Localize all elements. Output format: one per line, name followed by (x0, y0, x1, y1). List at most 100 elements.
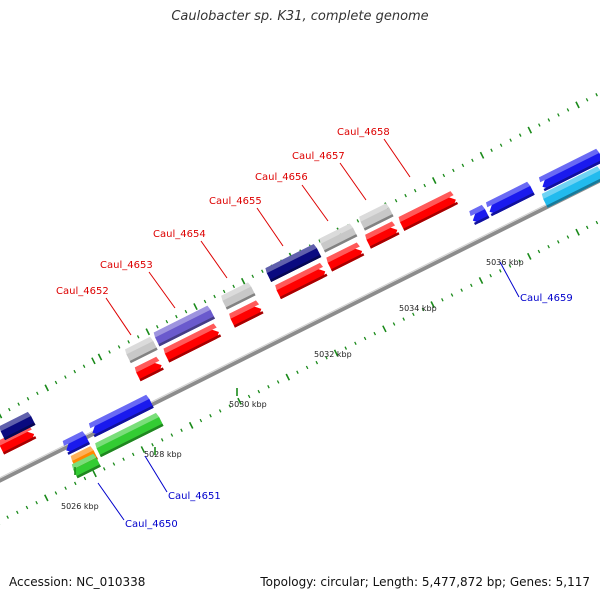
gene-gray-4654[interactable] (220, 282, 256, 310)
outer-tick-minor (209, 414, 212, 418)
outer-tick-minor (460, 288, 463, 292)
gene-label[interactable]: Caul_4659 (520, 293, 573, 304)
gene-label[interactable]: Caul_4657 (292, 151, 345, 162)
outer-tick-minor (344, 346, 348, 350)
scale-label: 5028 kbp (144, 450, 182, 459)
inner-tick-upper-minor (318, 239, 321, 243)
inner-tick-upper-minor (557, 113, 560, 117)
inner-tick-upper-major (97, 353, 103, 361)
outer-tick-major (44, 494, 49, 502)
gene-blue-4659[interactable] (485, 181, 535, 217)
gene-red-4658[interactable] (398, 191, 459, 231)
gene-red-4654[interactable] (228, 300, 264, 328)
inner-tick-left-minor (73, 369, 77, 374)
inner-tick-upper-major (240, 277, 246, 285)
inner-tick-upper-minor (136, 335, 140, 339)
gene-gray-4656[interactable] (318, 223, 358, 253)
gene-label[interactable]: Caul_4652 (56, 286, 109, 297)
outer-tick-minor (566, 235, 570, 239)
inner-tick-upper-minor (232, 284, 236, 289)
gene-leader-line (200, 240, 228, 279)
gene-navy-left[interactable] (0, 411, 36, 441)
gene-red-4652[interactable] (134, 356, 164, 382)
inner-tick-left-minor (54, 380, 58, 385)
inner-tick-left-major (0, 413, 3, 419)
gene-red-4653[interactable] (163, 323, 222, 363)
scale-label: 5026 kbp (61, 502, 99, 511)
inner-tick-upper-minor (547, 118, 551, 122)
inner-tick-upper-major (145, 328, 151, 336)
inner-tick-upper-minor (585, 98, 589, 102)
gene-leader-line (97, 482, 125, 521)
gene-blue-small[interactable] (468, 204, 490, 226)
gene-green-small[interactable] (71, 453, 101, 479)
outer-tick-minor (585, 225, 589, 230)
gene-blue-4650[interactable] (62, 431, 90, 455)
inner-tick-upper-minor (442, 173, 446, 178)
gene-navy-4655[interactable] (264, 243, 322, 282)
outer-tick-minor (325, 356, 328, 360)
inner-tick-upper-minor (251, 274, 255, 279)
inner-tick-upper-minor (261, 269, 264, 273)
outer-tick-minor (421, 307, 425, 312)
outer-tick-major (237, 397, 242, 405)
inner-tick-upper-minor (461, 163, 465, 168)
gene-leader-line (383, 138, 411, 178)
outer-tick-major (430, 301, 435, 309)
scale-label: 5036 kbp (486, 258, 524, 267)
gene-gray-4657[interactable] (358, 203, 394, 231)
gene-label[interactable]: Caul_4655 (209, 196, 262, 207)
gene-leader-line (499, 261, 520, 298)
gene-label[interactable]: Caul_4654 (153, 229, 206, 240)
outer-tick-minor (547, 244, 550, 249)
outer-tick-minor (180, 428, 183, 432)
gene-green-4651[interactable] (94, 412, 164, 458)
outer-tick-major (478, 277, 484, 284)
inner-tick-upper-major (575, 101, 580, 109)
outer-tick-minor (296, 370, 299, 374)
inner-tick-left-minor (36, 391, 39, 396)
outer-tick-minor (402, 317, 406, 321)
outer-tick-minor (257, 389, 261, 394)
gene-cyan-right[interactable] (541, 166, 600, 208)
inner-tick-upper-minor (117, 345, 121, 349)
gene-label[interactable]: Caul_4658 (337, 127, 390, 138)
outer-tick-major (527, 252, 532, 260)
backbone-line (0, 177, 600, 483)
outer-tick-major (333, 349, 339, 357)
outer-tick-minor (518, 259, 521, 263)
outer-tick-minor (151, 442, 154, 447)
outer-tick-minor (267, 385, 270, 389)
inner-tick-upper-minor (509, 138, 512, 142)
gene-label[interactable]: Caul_4650 (125, 519, 178, 530)
inner-tick-upper-major (431, 177, 437, 184)
scale-label: 5032 kbp (314, 350, 352, 359)
gene-blue-4651[interactable] (88, 394, 154, 438)
inner-tick-left-minor (82, 364, 86, 368)
inner-tick-left-minor (26, 397, 30, 401)
gene-red-4655[interactable] (274, 262, 328, 300)
gene-blue-right[interactable] (538, 148, 600, 192)
gene-leader-line (105, 297, 132, 336)
inner-tick-upper-minor (203, 299, 207, 304)
gene-leader-line (339, 162, 367, 201)
outer-tick-major (92, 470, 97, 478)
inner-tick-upper-minor (127, 340, 130, 344)
inner-tick-upper-minor (595, 93, 598, 97)
gene-label[interactable]: Caul_4656 (255, 172, 308, 183)
gene-label[interactable]: Caul_4653 (100, 260, 153, 271)
gene-gray-4652[interactable] (124, 336, 158, 364)
gene-label[interactable]: Caul_4651 (168, 491, 221, 502)
inner-tick-upper-minor (518, 133, 522, 137)
inner-tick-upper-minor (404, 193, 407, 198)
outer-tick-minor (122, 457, 125, 461)
gene-purple-4653[interactable] (153, 305, 215, 347)
gene-red-4656[interactable] (325, 242, 365, 272)
inner-tick-left-minor (64, 375, 67, 379)
outer-tick-minor (170, 433, 174, 437)
gene-red-4657[interactable] (364, 221, 400, 249)
outer-tick-minor (131, 452, 135, 457)
inner-tick-upper-minor (165, 319, 169, 324)
